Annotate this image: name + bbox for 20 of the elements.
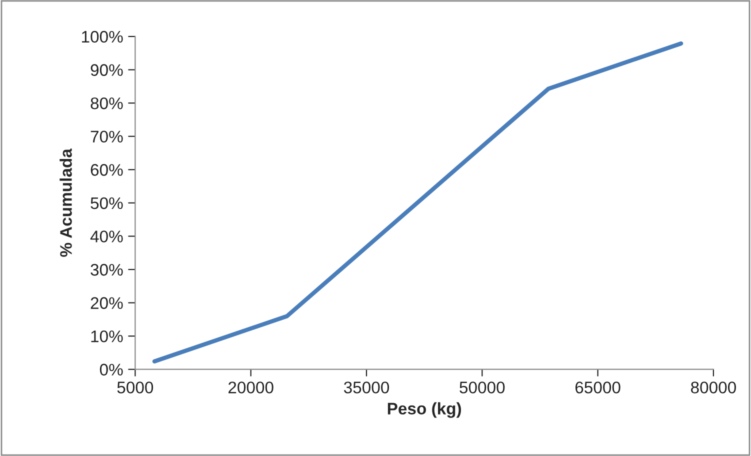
y-tick-label: 100% (82, 30, 123, 43)
y-tick-label: 70% (90, 130, 123, 143)
x-axis-title: Peso (kg) (388, 402, 461, 418)
x-tick-label: 80000 (691, 382, 736, 394)
y-tick-label: 60% (90, 164, 123, 176)
y-tick-label: 80% (90, 97, 123, 110)
y-tick-label: 30% (90, 264, 123, 276)
x-tick-label: 35000 (344, 382, 390, 394)
x-tick-label: 50000 (460, 382, 505, 394)
y-tick-label: 50% (90, 197, 123, 210)
y-tick-label: 90% (90, 64, 123, 76)
y-tick-label: 20% (90, 297, 123, 309)
x-tick-label: 20000 (228, 382, 274, 394)
x-tick-label: 65000 (575, 382, 620, 394)
line-series (152, 41, 684, 364)
y-tick-label: 40% (90, 230, 123, 242)
y-tick-label: 0% (100, 364, 123, 376)
y-tick-label: 10% (91, 330, 123, 342)
x-tick-label: 5000 (117, 382, 154, 394)
y-axis-title: % Acumulada (60, 148, 72, 257)
